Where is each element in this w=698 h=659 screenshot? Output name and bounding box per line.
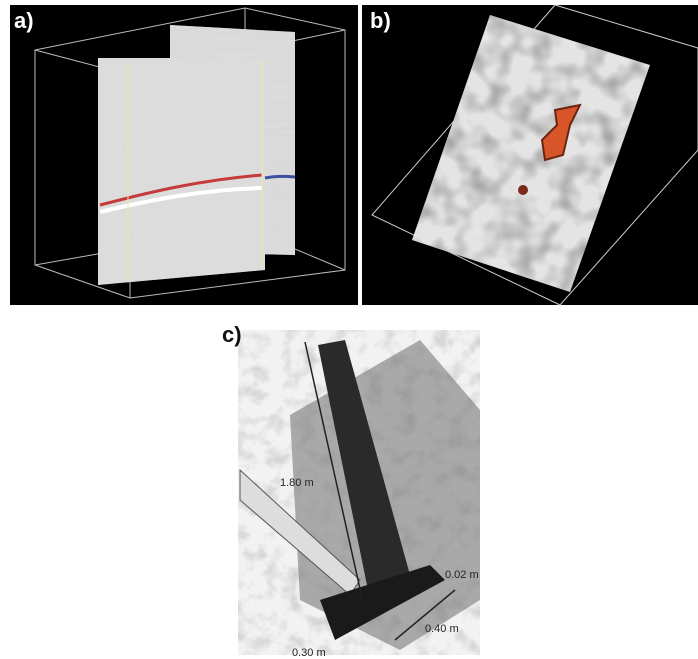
annotation: 0.30 m — [292, 647, 326, 659]
reflector-blue — [265, 176, 295, 178]
panel-a: a) — [10, 5, 358, 305]
annotation: 0.02 m — [445, 569, 479, 581]
panel-label: a) — [14, 8, 34, 33]
figure: a) b) c) 1.80 m 0.02 m 0.40 m 0.30 m — [0, 0, 698, 659]
panel-b: b) — [362, 5, 698, 305]
annotation: 0.40 m — [425, 623, 459, 635]
panel-label: b) — [370, 8, 391, 33]
panel-label: c) — [222, 322, 242, 347]
panel-c: c) 1.80 m 0.02 m 0.40 m 0.30 m — [222, 322, 480, 659]
seismic-texture — [98, 58, 265, 285]
annotation: 1.80 m — [280, 477, 314, 489]
anomaly-small — [518, 185, 528, 195]
page: a) b) c) 1.80 m 0.02 m 0.40 m 0.30 m (()… — [0, 0, 698, 659]
